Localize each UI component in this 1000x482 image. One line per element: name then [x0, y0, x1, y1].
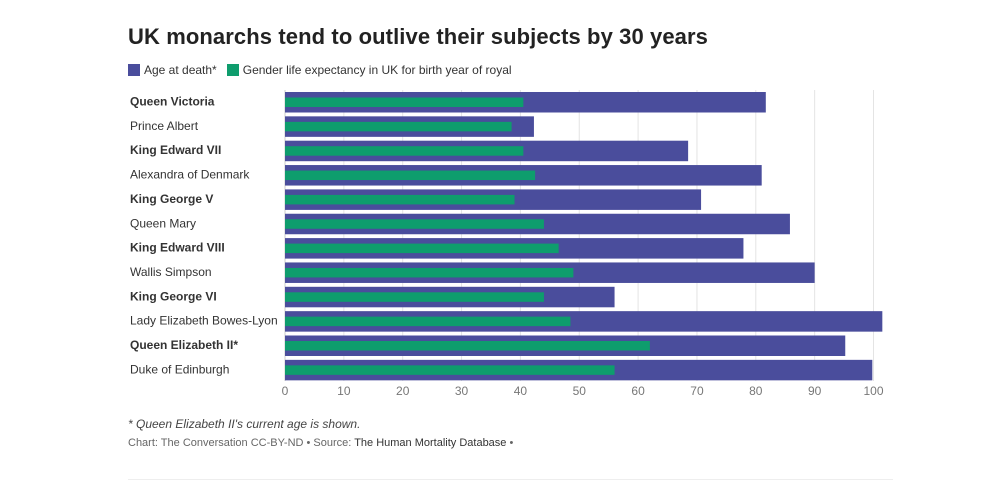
bar-age-at-death [285, 92, 766, 113]
x-tick-label-0: 0 [282, 384, 289, 398]
bar-life-expectancy [285, 219, 544, 229]
x-tick-label-40: 40 [514, 384, 528, 398]
bar-life-expectancy [285, 146, 524, 156]
legend-swatch-age [128, 64, 140, 76]
category-label: Queen Victoria [130, 95, 215, 109]
chart-credits: Chart: The Conversation CC-BY-ND • Sourc… [128, 437, 513, 449]
legend-item-life-expectancy: Gender life expectancy in UK for birth y… [226, 63, 512, 77]
legend-swatch-life-expectancy [226, 64, 239, 76]
category-label: Queen Elizabeth II* [130, 338, 238, 352]
bar-life-expectancy [285, 365, 615, 375]
x-tick-label-100: 100 [863, 384, 883, 398]
bar-age-at-death [285, 311, 883, 332]
x-tick-label-20: 20 [396, 384, 410, 398]
category-label: Lady Elizabeth Bowes-Lyon [130, 314, 278, 328]
legend: Age at death* Gender life expectancy in … [128, 63, 522, 77]
category-label: King Edward VIII [130, 241, 225, 255]
credits-suffix: • [506, 437, 514, 449]
x-tick-label-50: 50 [573, 384, 587, 398]
bar-life-expectancy [285, 121, 512, 132]
legend-label-age: Age at death* [144, 63, 217, 77]
x-tick-label-90: 90 [808, 384, 822, 398]
bar-chart: 0 10 20 30 40 50 60 70 80 90 100 Queen Victoria Prin… [130, 90, 884, 398]
bottom-divider [128, 479, 893, 480]
category-label: Prince Albert [130, 119, 199, 133]
credits-prefix: Chart: The Conversation CC-BY-ND • Sourc… [128, 437, 355, 449]
category-label: King George V [130, 192, 213, 206]
category-label: Queen Mary [130, 216, 196, 230]
x-tick-label-60: 60 [631, 384, 645, 398]
legend-item-age: Age at death* [128, 63, 217, 77]
category-label: King George VI [130, 289, 217, 303]
bar-life-expectancy [285, 194, 515, 205]
bar-life-expectancy [285, 97, 524, 107]
bar-life-expectancy [285, 170, 536, 181]
bar-life-expectancy [285, 243, 559, 254]
category-label: Alexandra of Denmark [130, 168, 250, 182]
x-tick-label-10: 10 [337, 384, 351, 398]
category-label: King Edward VII [130, 143, 221, 157]
bar-life-expectancy [285, 316, 571, 327]
x-tick-label-30: 30 [455, 384, 469, 398]
source-link[interactable]: The Human Mortality Database [354, 437, 507, 449]
legend-label-life-expectancy: Gender life expectancy in UK for birth y… [242, 63, 512, 77]
x-tick-label-80: 80 [749, 384, 763, 398]
chart-title: UK monarchs tend to outlive their subjec… [128, 24, 709, 49]
footnote: * Queen Elizabeth II's current age is sh… [128, 417, 361, 431]
x-tick-label-70: 70 [690, 384, 704, 398]
bar-life-expectancy [285, 341, 650, 351]
category-label: Wallis Simpson [130, 265, 212, 279]
bar-life-expectancy [285, 292, 544, 302]
category-label: Duke of Edinburgh [130, 362, 229, 376]
bar-life-expectancy [285, 267, 574, 278]
